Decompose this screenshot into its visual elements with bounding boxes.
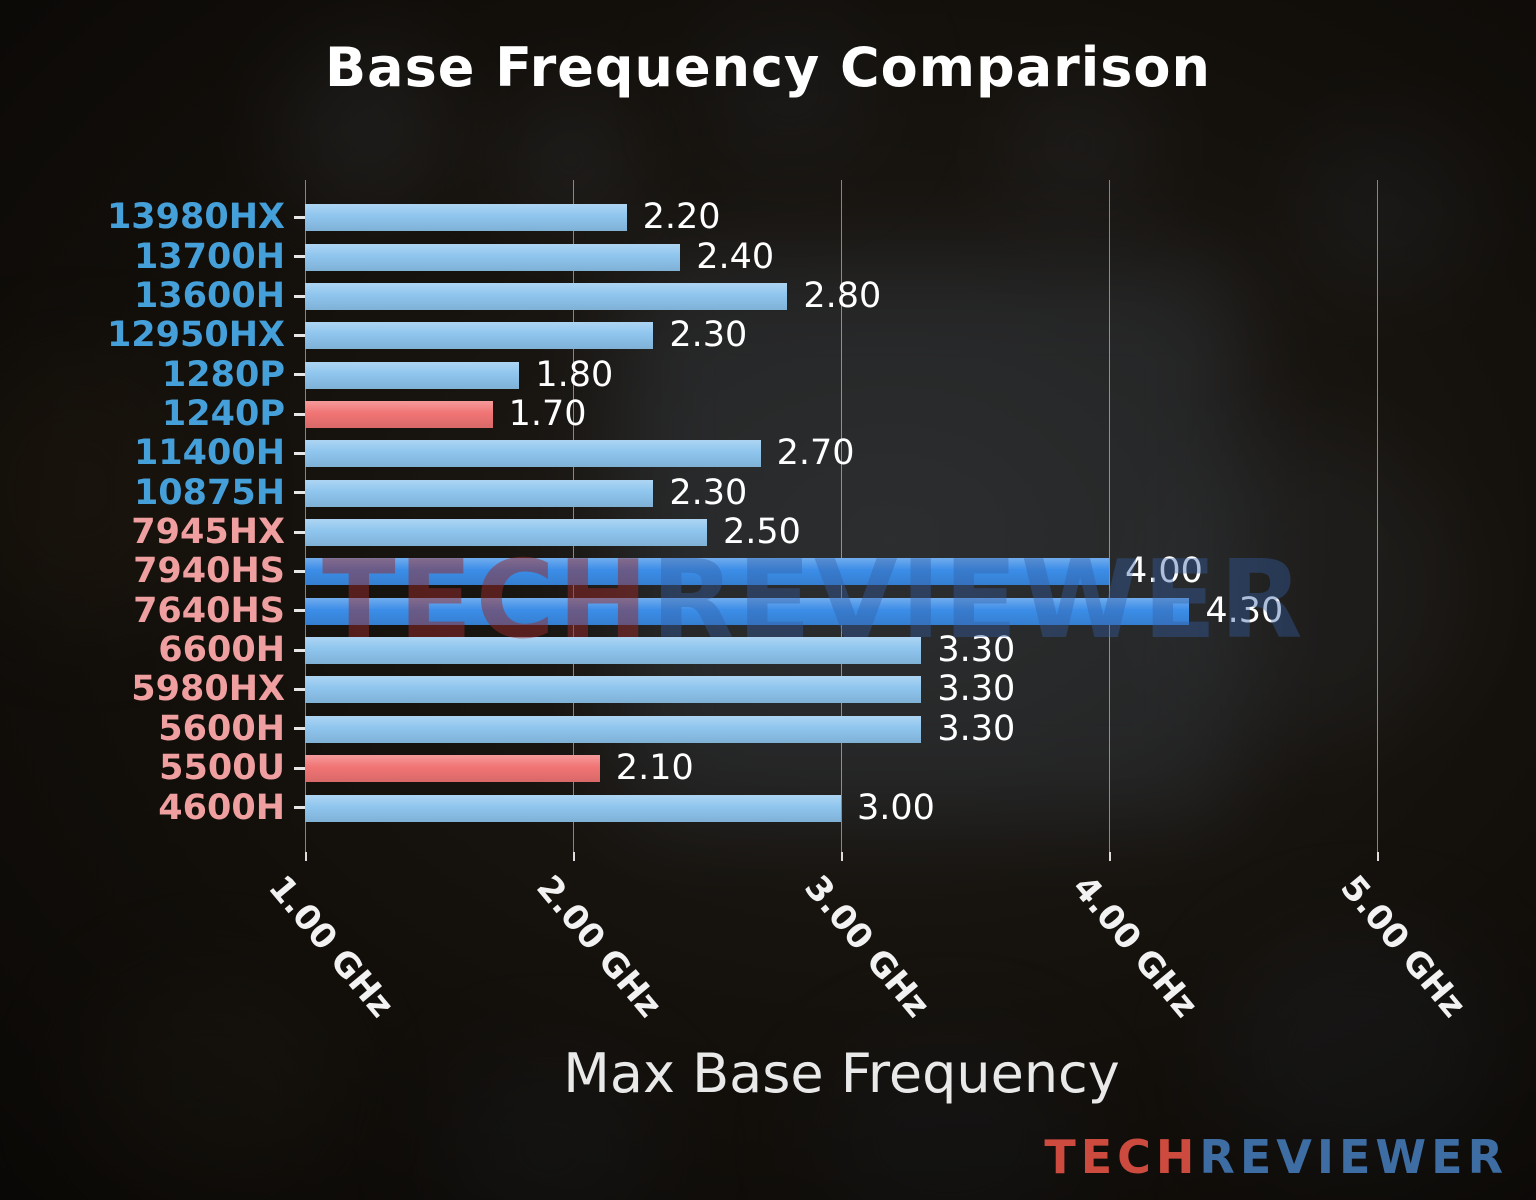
bar-11400H (305, 440, 761, 468)
x-tick-mark (1109, 852, 1111, 861)
bar-10875H (305, 479, 654, 507)
category-label: 13980HX (106, 197, 285, 238)
y-tick (294, 609, 305, 613)
bar-5980HX (305, 676, 922, 704)
chart-row: 13700H 2.40 (134, 239, 1378, 274)
x-tick-mark (573, 852, 575, 861)
y-tick (294, 294, 305, 298)
category-label: 10875H (133, 472, 285, 513)
category-label: 5500U (159, 748, 285, 789)
gridline (573, 180, 574, 852)
brand-logo-tech: TECH (1044, 1130, 1200, 1184)
y-tick (294, 569, 305, 573)
category-label: 6600H (158, 630, 285, 671)
chart-row: 7940HS 4.00 (133, 554, 1378, 589)
y-tick (294, 451, 305, 455)
bar-5600H (305, 715, 922, 743)
bar-7945HX (305, 519, 707, 547)
bar-13700H (305, 243, 681, 271)
chart-row: 12950HX 2.30 (107, 318, 1378, 353)
x-axis-ticks: 1.00 GHz 2.00 GHz 3.00 GHz 4.00 GHz 5.00 GHz (260, 180, 1473, 1025)
brand-logo-reviewer: REVIEWER (1199, 1130, 1508, 1184)
category-label: 4600H (158, 787, 285, 828)
y-tick (294, 530, 305, 534)
chart-row: 7945HX 2.50 (131, 515, 1378, 550)
chart-row: 11400H 2.70 (134, 436, 1378, 471)
chart-row: 10875H 2.30 (134, 475, 1378, 510)
chart-row: 5600H 3.30 (158, 711, 1378, 746)
chart-row: 4600H 3.00 (158, 790, 1378, 825)
y-tick (294, 727, 305, 731)
category-label: 7945HX (131, 512, 285, 553)
bar-6600H (305, 637, 922, 665)
y-tick (294, 333, 305, 337)
chart-row: 1280P 1.80 (162, 357, 1378, 392)
y-tick (294, 687, 305, 691)
value-label: 2.50 (723, 512, 801, 553)
bar-13600H (305, 283, 788, 311)
chart-row: 5500U 2.10 (159, 751, 1378, 786)
value-label: 4.30 (1205, 590, 1284, 631)
chart-row: 1240P 1.70 (162, 397, 1378, 432)
y-tick (294, 766, 305, 770)
value-label: 2.10 (615, 748, 694, 789)
category-label: 5600H (158, 708, 285, 749)
value-label: 3.00 (857, 787, 935, 828)
value-label: 2.40 (696, 236, 775, 277)
y-tick (294, 806, 305, 809)
x-axis-title: Max Base Frequency (563, 1042, 1120, 1105)
category-label: 12950HX (106, 315, 285, 356)
x-tick-mark (1377, 852, 1379, 861)
category-label: 13600H (133, 276, 285, 317)
x-tick-mark (841, 852, 843, 861)
value-label: 3.30 (937, 708, 1016, 749)
value-label: 2.20 (642, 197, 721, 238)
category-label: 13700H (133, 236, 285, 277)
bar-5500U (305, 755, 600, 783)
chart-row: 13600H 2.80 (134, 279, 1378, 314)
bar-7940HS (305, 558, 1109, 586)
value-label: 2.80 (803, 276, 882, 317)
chart-row: 6600H 3.30 (158, 633, 1378, 668)
y-tick (294, 373, 305, 377)
gridline (1377, 180, 1378, 852)
chart-row: 5980HX 3.30 (131, 672, 1378, 707)
x-tick-mark (305, 852, 307, 861)
y-tick (294, 412, 305, 416)
bar-13980HX (305, 204, 627, 232)
gridline (1109, 180, 1110, 852)
plot-area: 13980HX 2.20 13700H 2.40 13600H 2.80 12950HX 2.… (107, 180, 1473, 1025)
gridline (841, 180, 842, 852)
value-label: 2.30 (669, 315, 748, 356)
category-label: 5980HX (131, 669, 285, 710)
category-label: 11400H (133, 433, 285, 474)
value-label: 1.80 (535, 354, 614, 395)
value-label: 4.00 (1125, 551, 1203, 592)
y-tick (294, 648, 305, 652)
gridline (305, 180, 306, 852)
bar-1280P (305, 361, 520, 389)
category-label: 7940HS (133, 551, 285, 592)
value-label: 1.70 (508, 394, 587, 435)
y-tick (294, 215, 305, 219)
bar-1240P (305, 401, 493, 429)
chart-title: Base Frequency Comparison (325, 36, 1211, 99)
chart-row: 7640HS 4.30 (133, 593, 1378, 628)
bar-12950HX (305, 322, 654, 350)
category-label: 1280P (161, 354, 285, 395)
y-tick (294, 255, 305, 259)
bar-4600H (305, 794, 841, 822)
y-tick (294, 491, 305, 495)
value-label: 2.70 (776, 433, 855, 474)
brand-logo: TECHREVIEWER (1044, 1130, 1508, 1184)
value-label: 2.30 (669, 472, 748, 513)
category-label: 7640HS (133, 590, 285, 631)
value-label: 3.30 (937, 669, 1016, 710)
category-label: 1240P (161, 394, 285, 435)
bar-7640HS (305, 597, 1190, 625)
bar-rows: 13980HX 2.20 13700H 2.40 13600H 2.80 12950HX 2.… (107, 192, 1378, 834)
chart-row: 13980HX 2.20 (107, 200, 1378, 235)
value-label: 3.30 (937, 630, 1016, 671)
